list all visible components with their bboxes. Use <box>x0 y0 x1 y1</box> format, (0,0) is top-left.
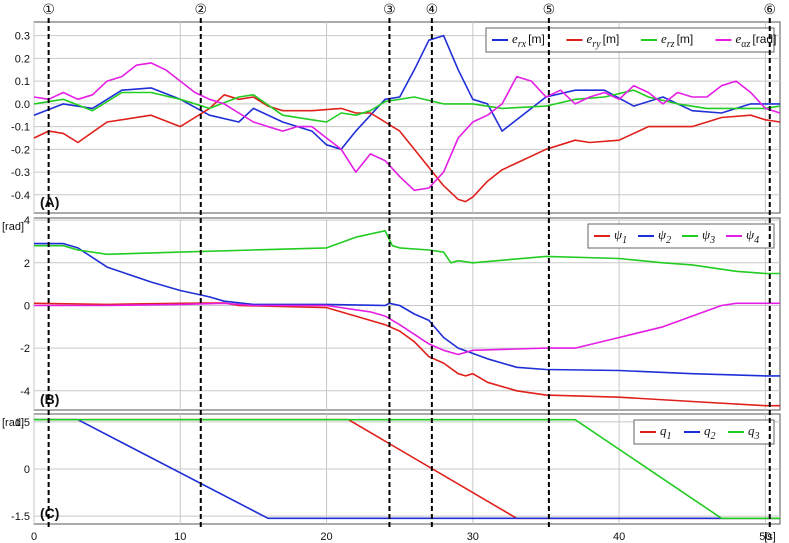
y-unit-label: [rad] <box>2 221 24 233</box>
legend: erx [m] ery [m] erz [m] eαz [rad] <box>485 27 776 53</box>
legend: q1 q2 q3 <box>633 419 775 445</box>
y-tick-label: 4 <box>24 215 30 227</box>
y-tick-label: -0.1 <box>11 122 30 134</box>
panel-label: (B) <box>40 391 59 407</box>
series-line-ψ2 <box>34 242 780 377</box>
y-tick-label: 0.3 <box>15 31 30 43</box>
y-tick-label: 0.2 <box>15 53 30 65</box>
event-marker-label: ③ <box>383 2 396 18</box>
x-unit-label: [s] <box>764 531 776 543</box>
panel-label: (C) <box>40 505 59 521</box>
y-tick-label: 0 <box>24 300 30 312</box>
x-tick-label: 50 <box>759 531 771 543</box>
event-marker-label: ④ <box>426 2 439 18</box>
y-tick-label: -1.5 <box>11 511 30 523</box>
y-tick-label: 0 <box>24 464 30 476</box>
y-tick-label: -0.3 <box>11 167 30 179</box>
series-line-ψ4 <box>34 302 780 356</box>
y-tick-label: 2 <box>24 258 30 270</box>
legend: ψ1 ψ2 ψ3 ψ4 <box>587 223 775 249</box>
series-line-q3 <box>34 418 780 520</box>
panel-2: -4 -2 0 2 4[rad] (B) ψ1 ψ2 ψ3 ψ4 <box>2 215 781 411</box>
x-tick-label: 30 <box>467 531 479 543</box>
plot-area <box>33 217 781 411</box>
x-tick-label: 20 <box>320 531 332 543</box>
y-tick-label: -0.2 <box>11 144 30 156</box>
panel-label: (A) <box>40 194 59 210</box>
x-tick-label: 10 <box>174 531 186 543</box>
series-line-ψ3 <box>34 230 780 275</box>
panel-3: -1.5 0 1.5[rad] (C) q1 q2 q3 <box>2 413 781 525</box>
y-tick-label: -2 <box>20 343 30 355</box>
y-tick-label: 1.5 <box>15 417 30 429</box>
y-tick-label: -4 <box>20 386 30 398</box>
legend-entry: q3 <box>748 423 760 442</box>
x-tick-label: 40 <box>613 531 625 543</box>
y-tick-label: -0.4 <box>11 190 30 202</box>
panel-1: -0.4 -0.3 -0.2 -0.1 0.0 0.1 0.2 0.3 (A) erx [m] ery… <box>11 21 781 214</box>
y-tick-label: 0.1 <box>15 76 30 88</box>
legend-entry: q2 <box>704 423 716 442</box>
event-marker-label: ② <box>194 2 207 18</box>
series-line-eαz <box>33 62 781 192</box>
y-unit-label: [rad] <box>2 417 24 429</box>
series-line-ery <box>33 94 781 203</box>
x-tick-label: 0 <box>31 531 37 543</box>
legend-box <box>633 419 775 445</box>
event-marker-label: ⑤ <box>543 2 556 18</box>
series-line-erz <box>33 89 781 123</box>
legend-entry: q1 <box>660 423 672 442</box>
y-tick-label: 0.0 <box>15 99 30 111</box>
legend-box <box>587 223 775 249</box>
series-line-erx <box>33 34 780 151</box>
event-marker-label: ⑥ <box>763 2 776 18</box>
event-marker-label: ① <box>42 2 55 18</box>
